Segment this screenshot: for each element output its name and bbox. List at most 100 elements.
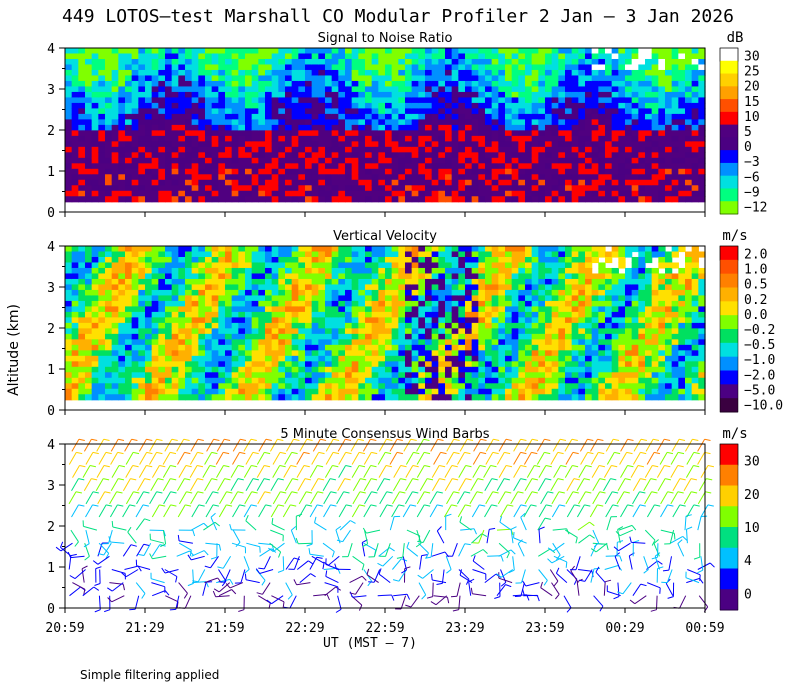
- heatmap-cell: [118, 300, 126, 307]
- heatmap-cell: [471, 333, 479, 340]
- heatmap-cell: [698, 168, 706, 175]
- heatmap-cell: [151, 328, 159, 335]
- heatmap-cell: [438, 344, 446, 351]
- heatmap-cell: [551, 64, 559, 71]
- heatmap-cell: [231, 317, 239, 324]
- heatmap-cell: [518, 152, 526, 159]
- heatmap-cell: [271, 322, 279, 329]
- heatmap-cell: [438, 256, 446, 264]
- heatmap-cell: [71, 163, 79, 170]
- heatmap-cell: [645, 130, 653, 137]
- heatmap-cell: [665, 190, 673, 197]
- heatmap-cell: [138, 328, 146, 335]
- heatmap-cell: [278, 58, 286, 66]
- heatmap-cell: [131, 394, 139, 401]
- heatmap-cell: [658, 146, 666, 153]
- heatmap-cell: [638, 157, 646, 164]
- heatmap-cell: [105, 388, 113, 395]
- heatmap-cell: [385, 295, 393, 302]
- heatmap-cell: [678, 75, 686, 82]
- heatmap-cell: [658, 135, 666, 142]
- heatmap-cell: [91, 366, 99, 373]
- heatmap-cell: [151, 64, 159, 71]
- heatmap-cell: [551, 372, 559, 379]
- heatmap-cell: [605, 97, 613, 104]
- heatmap-cell: [698, 146, 706, 153]
- heatmap-cell: [578, 361, 586, 368]
- heatmap-cell: [631, 58, 639, 66]
- heatmap-cell: [231, 295, 239, 302]
- heatmap-cell: [418, 284, 426, 291]
- heatmap-cell: [598, 196, 606, 203]
- heatmap-cell: [431, 394, 439, 401]
- heatmap-cell: [451, 388, 459, 395]
- heatmap-cell: [591, 86, 599, 93]
- heatmap-cell: [518, 366, 526, 373]
- heatmap-cell: [98, 350, 106, 357]
- heatmap-cell: [125, 75, 133, 82]
- heatmap-cell: [158, 64, 166, 71]
- heatmap-cell: [118, 306, 126, 313]
- heatmap-cell: [491, 168, 499, 175]
- heatmap-cell: [431, 372, 439, 379]
- heatmap-cell: [205, 383, 213, 390]
- heatmap-cell: [171, 273, 179, 280]
- heatmap-cell: [485, 344, 493, 351]
- heatmap-cell: [491, 113, 499, 120]
- heatmap-cell: [258, 246, 266, 253]
- heatmap-cell: [311, 289, 319, 297]
- heatmap-cell: [151, 119, 159, 126]
- heatmap-cell: [518, 267, 526, 275]
- heatmap-cell: [685, 124, 693, 131]
- heatmap-cell: [491, 48, 499, 55]
- heatmap-cell: [605, 102, 613, 109]
- heatmap-cell: [138, 152, 146, 159]
- heatmap-cell: [298, 322, 306, 329]
- heatmap-cell: [218, 262, 226, 269]
- heatmap-cell: [545, 168, 553, 175]
- heatmap-cell: [598, 53, 606, 60]
- heatmap-cell: [525, 322, 533, 329]
- heatmap-cell: [471, 394, 479, 401]
- heatmap-cell: [198, 388, 206, 395]
- heatmap-cell: [345, 317, 353, 324]
- heatmap-cell: [431, 97, 439, 104]
- heatmap-cell: [371, 124, 379, 131]
- heatmap-cell: [571, 306, 579, 313]
- heatmap-cell: [518, 58, 526, 66]
- heatmap-cell: [685, 119, 693, 126]
- heatmap-cell: [325, 185, 333, 192]
- heatmap-cell: [665, 163, 673, 170]
- heatmap-cell: [685, 185, 693, 192]
- heatmap-cell: [545, 246, 553, 253]
- heatmap-cell: [351, 190, 359, 197]
- heatmap-cell: [578, 102, 586, 109]
- heatmap-cell: [265, 355, 273, 362]
- heatmap-cell: [565, 48, 573, 55]
- heatmap-cell: [291, 289, 299, 297]
- heatmap-cell: [185, 322, 193, 329]
- heatmap-cell: [205, 64, 213, 71]
- heatmap-cell: [685, 86, 693, 93]
- heatmap-cell: [371, 328, 379, 335]
- heatmap-cell: [451, 295, 459, 302]
- heatmap-cell: [491, 152, 499, 159]
- heatmap-cell: [165, 383, 173, 390]
- heatmap-cell: [565, 311, 573, 318]
- heatmap-cell: [538, 344, 546, 351]
- heatmap-cell: [505, 119, 513, 126]
- heatmap-cell: [531, 339, 539, 346]
- heatmap-cell: [218, 174, 226, 181]
- heatmap-cell: [231, 267, 239, 275]
- heatmap-cell: [538, 328, 546, 335]
- heatmap-cell: [111, 339, 119, 346]
- heatmap-cell: [465, 350, 473, 357]
- heatmap-cell: [151, 75, 159, 82]
- heatmap-cell: [85, 311, 93, 318]
- heatmap-cell: [105, 157, 113, 164]
- heatmap-cell: [558, 80, 566, 88]
- heatmap-cell: [178, 91, 186, 99]
- heatmap-cell: [238, 185, 246, 192]
- heatmap-cell: [271, 91, 279, 99]
- heatmap-cell: [311, 64, 319, 71]
